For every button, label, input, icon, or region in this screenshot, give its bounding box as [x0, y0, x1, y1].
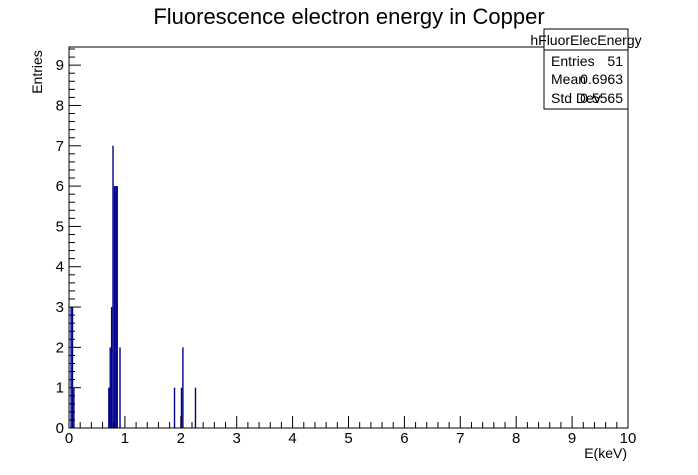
y-axis-label: Entries — [29, 50, 45, 94]
stats-entries-label: Entries — [551, 53, 595, 69]
histogram-bar — [116, 186, 118, 428]
x-tick-label: 3 — [233, 430, 241, 447]
histogram-bar — [173, 387, 176, 428]
histogram-bar — [194, 387, 197, 428]
histogram-bar — [109, 347, 111, 428]
x-tick-label: 4 — [288, 430, 296, 447]
histogram-bar — [112, 145, 114, 428]
histogram-bar — [110, 307, 113, 428]
histogram-bar — [71, 307, 74, 428]
x-tick-label: 1 — [121, 430, 129, 447]
stats-box: hFluorElecEnergy Entries 51 Mean 0.6963 … — [530, 28, 642, 110]
histogram-bar — [70, 307, 72, 428]
x-tick-label: 0 — [65, 430, 73, 447]
x-tick-label: 2 — [177, 430, 185, 447]
stats-entries-value: 51 — [607, 53, 623, 69]
histogram-bar — [73, 387, 75, 428]
histogram-bar — [115, 186, 117, 428]
y-axis: 0 1 2 3 4 5 6 7 8 9 — [56, 48, 81, 437]
histogram-bar — [119, 347, 121, 428]
x-tick-label: 9 — [568, 430, 576, 447]
histogram-bar — [180, 387, 183, 428]
x-tick-label: 6 — [400, 430, 408, 447]
x-tick-label: 5 — [344, 430, 352, 447]
stats-stddev-label: Std Dev — [551, 90, 601, 106]
y-tick-label: 0 — [56, 420, 64, 437]
y-tick-label: 9 — [56, 57, 64, 74]
stats-mean-label: Mean — [551, 71, 586, 87]
stats-mean-value: 0.6963 — [580, 71, 623, 87]
stats-box-frame — [543, 28, 629, 110]
y-tick-label: 8 — [56, 97, 64, 114]
x-tick-label: 8 — [512, 430, 520, 447]
y-tick-label: 7 — [56, 138, 64, 155]
bars-layer — [70, 145, 197, 428]
stats-histogram-name: hFluorElecEnergy — [530, 32, 641, 48]
stats-stddev-value: 0.5565 — [580, 90, 623, 106]
y-tick-label: 3 — [56, 299, 64, 316]
x-axis: 0 1 2 3 4 5 6 7 8 9 10 — [65, 416, 637, 447]
y-tick-label: 4 — [56, 259, 64, 276]
y-tick-label: 5 — [56, 218, 64, 235]
histogram-bar — [182, 347, 184, 428]
y-tick-label: 6 — [56, 178, 64, 195]
histogram-bar — [113, 186, 116, 428]
y-tick-label: 2 — [56, 339, 64, 356]
x-axis-label: E(keV) — [584, 445, 627, 461]
y-tick-label: 1 — [56, 380, 64, 397]
chart-title: Fluorescence electron energy in Copper — [153, 4, 544, 29]
x-tick-label: 7 — [456, 430, 464, 447]
x-tick-label: 10 — [620, 430, 637, 447]
histogram-bar — [108, 387, 110, 428]
